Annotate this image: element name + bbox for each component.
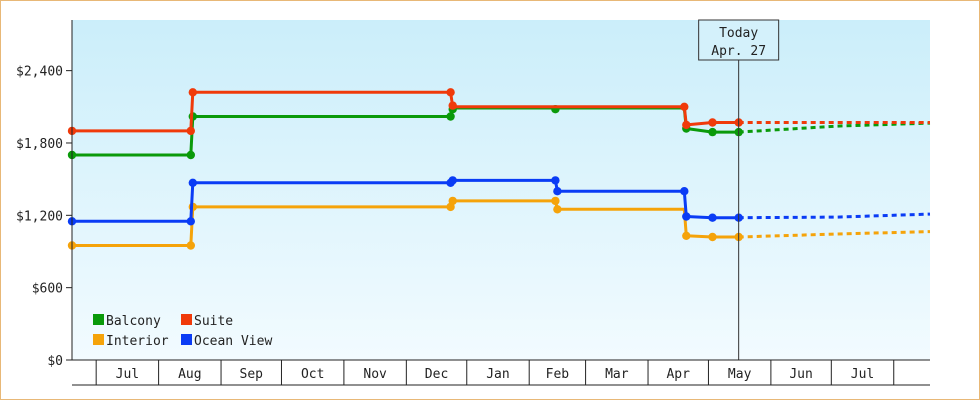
- x-month-label: May: [728, 367, 752, 382]
- data-point-ocean-view: [186, 217, 195, 226]
- data-point-interior: [682, 231, 691, 240]
- legend-label-balcony: Balcony: [106, 314, 161, 329]
- x-month-label: Apr: [666, 367, 690, 382]
- data-point-interior: [708, 232, 717, 242]
- data-point-suite: [446, 88, 455, 97]
- x-month-label: Jul: [851, 367, 874, 382]
- x-month-label: Nov: [363, 367, 387, 382]
- data-point-ocean-view: [682, 212, 691, 221]
- legend-label-interior: Interior: [106, 334, 169, 349]
- x-month-label: Sep: [240, 367, 264, 382]
- data-point-suite: [680, 102, 689, 112]
- legend-swatch-suite: [181, 314, 192, 325]
- data-point-interior: [186, 241, 195, 250]
- data-point-ocean-view: [553, 187, 562, 196]
- data-point-ocean-view: [551, 176, 560, 185]
- data-point-suite: [186, 126, 195, 136]
- data-point-balcony: [186, 150, 195, 160]
- x-month-label: Feb: [546, 367, 570, 382]
- data-point-suite: [448, 101, 457, 110]
- data-point-ocean-view: [680, 187, 689, 196]
- legend-swatch-ocean-view: [181, 334, 192, 345]
- data-point-suite: [708, 118, 717, 127]
- data-point-ocean-view: [448, 176, 457, 185]
- legend-swatch-balcony: [93, 314, 104, 325]
- data-point-interior: [551, 196, 560, 206]
- data-point-balcony: [708, 127, 717, 137]
- plot-background: [72, 20, 930, 360]
- today-date-label: Apr. 27: [711, 44, 766, 59]
- y-tick-label: $2,400: [16, 65, 63, 80]
- legend-swatch-interior: [93, 334, 104, 345]
- data-point-balcony: [446, 112, 455, 121]
- data-point-ocean-view: [708, 213, 717, 222]
- x-month-label: Mar: [605, 367, 629, 382]
- data-point-interior: [553, 205, 562, 214]
- y-tick-label: $1,200: [16, 209, 63, 224]
- x-month-label: Jan: [486, 367, 509, 382]
- y-tick-label: $600: [32, 282, 63, 297]
- x-month-label: Dec: [425, 367, 448, 382]
- legend-label-ocean-view: Ocean View: [194, 334, 272, 349]
- x-month-label: Aug: [178, 367, 201, 382]
- today-label: Today: [719, 26, 758, 41]
- data-point-suite: [682, 120, 691, 130]
- data-point-ocean-view: [188, 178, 197, 187]
- x-month-label: Oct: [301, 367, 324, 382]
- y-tick-label: $1,800: [16, 137, 63, 152]
- x-month-label: Jun: [789, 367, 812, 382]
- data-point-interior: [448, 196, 457, 206]
- x-month-label: Jul: [116, 367, 139, 382]
- data-point-suite: [188, 88, 197, 97]
- today-box: [698, 19, 780, 61]
- legend-label-suite: Suite: [194, 314, 233, 329]
- y-tick-label: $0: [47, 354, 63, 369]
